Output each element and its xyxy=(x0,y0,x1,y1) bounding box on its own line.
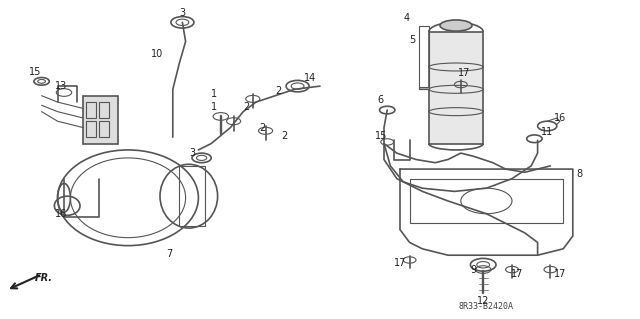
Text: 16: 16 xyxy=(54,209,67,219)
Text: 6: 6 xyxy=(378,95,384,106)
Text: 5: 5 xyxy=(410,35,416,45)
Text: 12: 12 xyxy=(477,296,490,307)
Text: 9: 9 xyxy=(470,264,477,275)
Bar xyxy=(179,166,205,226)
Bar xyxy=(99,102,109,118)
Text: 16: 16 xyxy=(554,113,566,123)
Text: 1: 1 xyxy=(211,102,218,112)
Ellipse shape xyxy=(440,20,472,31)
Text: 17: 17 xyxy=(511,269,524,279)
Text: 2: 2 xyxy=(282,130,288,141)
Text: 7: 7 xyxy=(166,249,173,259)
Text: 17: 17 xyxy=(394,258,406,268)
Bar xyxy=(86,102,96,118)
Bar xyxy=(429,32,483,144)
Text: 15: 15 xyxy=(374,130,387,141)
Text: 2: 2 xyxy=(243,102,250,112)
Text: 2: 2 xyxy=(275,86,282,96)
Text: 8: 8 xyxy=(576,169,582,179)
Text: 15: 15 xyxy=(29,67,42,77)
Text: 1: 1 xyxy=(211,89,218,99)
Text: FR.: FR. xyxy=(35,273,53,283)
Bar xyxy=(419,87,429,89)
Bar xyxy=(99,121,109,137)
Bar xyxy=(86,121,96,137)
Text: 8R33-B2420A: 8R33-B2420A xyxy=(459,302,514,311)
Text: 2: 2 xyxy=(259,122,266,133)
Text: 14: 14 xyxy=(304,73,317,83)
Text: 10: 10 xyxy=(150,49,163,59)
Text: 17: 17 xyxy=(458,68,470,78)
Text: 3: 3 xyxy=(189,148,195,158)
Text: 4: 4 xyxy=(403,12,410,23)
Text: 11: 11 xyxy=(541,127,554,137)
Text: 3: 3 xyxy=(179,8,186,18)
Bar xyxy=(83,96,118,144)
Bar xyxy=(419,26,429,89)
Text: 17: 17 xyxy=(554,269,566,279)
Text: 13: 13 xyxy=(54,81,67,91)
